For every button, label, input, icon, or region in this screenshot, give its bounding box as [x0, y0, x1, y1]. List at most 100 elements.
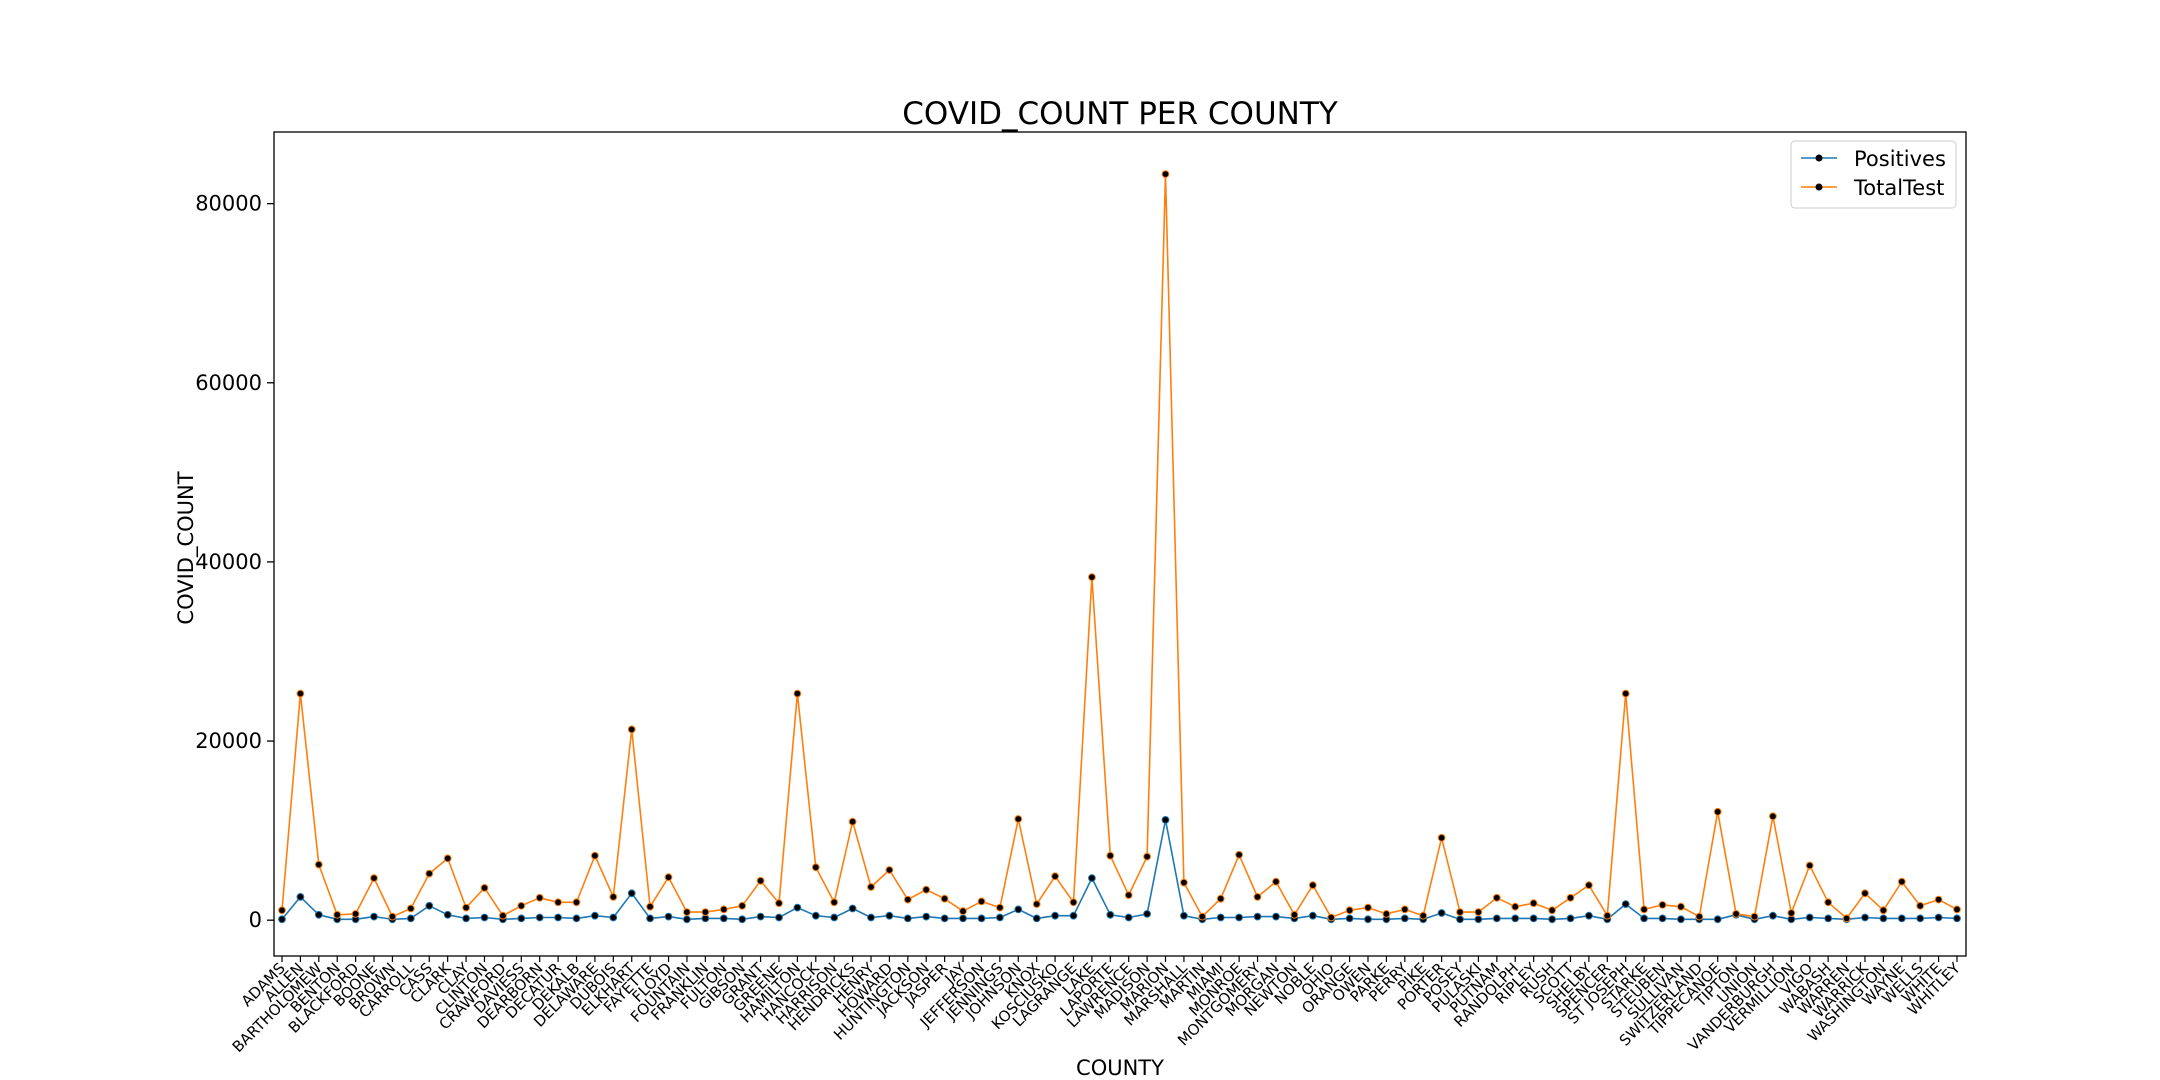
series-layer — [278, 170, 1961, 924]
data-point — [1290, 910, 1299, 919]
data-point — [1897, 914, 1906, 923]
data-point — [683, 908, 691, 916]
data-point — [1548, 906, 1556, 915]
y-axis-ticks: 0 20000 40000 60000 80000 — [195, 192, 274, 932]
data-point — [1658, 914, 1667, 923]
data-point — [1345, 906, 1354, 915]
data-point — [1695, 912, 1704, 921]
data-point — [775, 899, 783, 908]
series-line-totaltest — [281, 173, 1958, 920]
data-point — [278, 906, 286, 915]
data-point — [664, 912, 673, 921]
data-point — [1529, 914, 1538, 923]
legend-positives-marker — [1815, 154, 1823, 162]
data-point — [1400, 914, 1409, 923]
data-point — [1032, 900, 1041, 908]
data-point — [959, 907, 967, 916]
data-point — [554, 913, 562, 922]
data-point — [1916, 901, 1925, 910]
data-point — [1088, 573, 1096, 581]
data-point — [627, 725, 636, 734]
data-point — [811, 863, 820, 872]
data-point — [1511, 902, 1520, 911]
data-point — [1253, 912, 1262, 921]
data-point — [609, 913, 618, 922]
plot-area-frame — [273, 131, 1967, 957]
data-point — [1787, 915, 1796, 924]
data-point — [1216, 913, 1225, 922]
data-point — [627, 889, 636, 898]
data-point — [1713, 807, 1722, 816]
data-point — [1750, 912, 1759, 921]
data-point — [314, 910, 323, 919]
data-point — [701, 908, 710, 916]
data-point — [1161, 816, 1170, 824]
data-point — [977, 914, 986, 923]
data-point — [1327, 913, 1336, 922]
data-point — [535, 913, 544, 922]
y-tick-label: 0 — [249, 908, 262, 932]
data-point — [996, 913, 1004, 922]
data-point — [922, 912, 931, 921]
data-point — [443, 854, 452, 863]
data-point — [443, 910, 452, 919]
data-point — [940, 894, 949, 903]
data-point — [830, 913, 839, 922]
data-point — [1400, 905, 1409, 914]
data-point — [1879, 914, 1888, 923]
data-point — [1861, 889, 1869, 898]
data-point — [1474, 908, 1483, 916]
data-point — [1180, 911, 1188, 920]
data-point — [1769, 911, 1777, 920]
data-point — [1272, 912, 1280, 921]
data-point — [370, 912, 378, 921]
data-point — [1492, 893, 1501, 902]
data-point — [885, 866, 894, 874]
data-point — [591, 911, 599, 920]
data-point — [1180, 878, 1188, 887]
data-point — [1308, 881, 1317, 890]
data-point — [480, 913, 489, 922]
data-point — [1585, 911, 1593, 920]
data-point — [1732, 910, 1740, 918]
data-point — [701, 914, 710, 923]
data-point — [609, 893, 618, 901]
data-point — [1216, 894, 1225, 903]
data-point — [1511, 914, 1520, 923]
data-point — [903, 895, 912, 904]
data-point — [535, 893, 544, 902]
data-point — [554, 898, 562, 907]
data-point — [646, 914, 654, 923]
data-point — [867, 883, 875, 891]
data-point — [1364, 915, 1372, 924]
data-point — [1143, 852, 1151, 861]
data-point — [1253, 893, 1262, 901]
data-point — [1456, 915, 1464, 924]
data-point — [830, 898, 839, 907]
data-point — [1051, 872, 1059, 881]
data-point — [1934, 913, 1943, 922]
data-point — [719, 905, 728, 914]
data-point — [1051, 911, 1059, 920]
data-point — [462, 903, 471, 912]
data-point — [885, 911, 894, 920]
data-point — [1529, 899, 1538, 908]
data-point — [1769, 812, 1777, 821]
data-point — [425, 901, 434, 910]
data-point — [406, 914, 415, 923]
data-point — [1640, 914, 1648, 923]
data-point — [1272, 877, 1280, 886]
data-point — [1953, 905, 1961, 914]
data-point — [1492, 914, 1501, 923]
data-point — [1124, 891, 1133, 899]
data-point — [738, 915, 747, 924]
data-point — [462, 914, 471, 923]
data-point — [1106, 910, 1115, 919]
data-point — [388, 912, 397, 921]
data-point — [646, 902, 654, 911]
data-point — [1014, 905, 1023, 914]
y-tick-label: 80000 — [195, 192, 262, 216]
data-point — [756, 876, 765, 885]
